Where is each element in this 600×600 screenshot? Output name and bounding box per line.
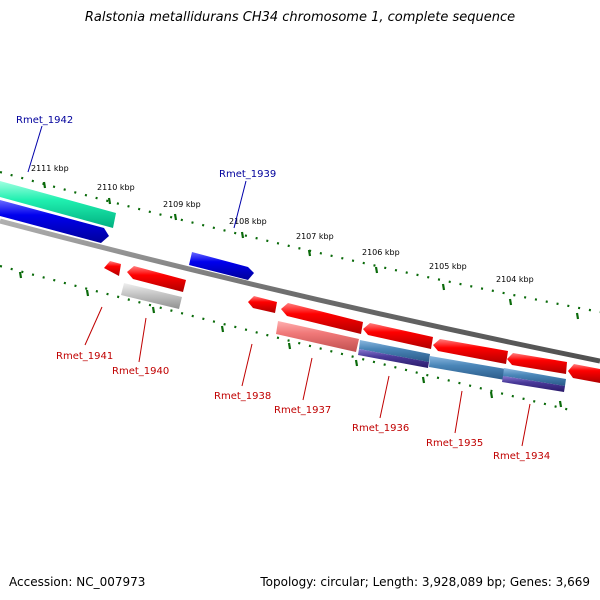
gene-rmet-1942-cds[interactable] [0, 200, 109, 243]
tick-label: 2104 kbp [496, 275, 534, 284]
gene-rmet-1942-teal[interactable] [0, 181, 116, 228]
chromosome-backbone [0, 218, 600, 364]
leader-line [138, 317, 147, 363]
gene-rmet-1941[interactable] [104, 261, 121, 276]
gene-rmet-1937-cds[interactable] [281, 303, 363, 334]
gene-rmet-1933-cds[interactable] [568, 364, 600, 383]
outer-tick-ring [0, 170, 600, 314]
tick-label: 2108 kbp [229, 217, 267, 226]
gene-label-rmet-1936[interactable]: Rmet_1936 [352, 423, 409, 434]
gene-rmet-1934-gene[interactable] [503, 368, 566, 386]
tick-label: 2111 kbp [31, 164, 69, 173]
gene-label-rmet-1938[interactable]: Rmet_1938 [214, 391, 271, 402]
gene-label-rmet-1935[interactable]: Rmet_1935 [426, 438, 483, 449]
gene-label-rmet-1937[interactable]: Rmet_1937 [274, 405, 331, 416]
gene-rmet-1938[interactable] [248, 296, 277, 313]
leader-line [84, 306, 103, 346]
gene-rmet-1940-cds[interactable] [127, 266, 186, 292]
tick-label: 2110 kbp [97, 183, 135, 192]
summary-text: Topology: circular; Length: 3,928,089 bp… [260, 575, 590, 589]
gene-label-rmet-1942[interactable]: Rmet_1942 [16, 115, 73, 126]
tick-label: 2107 kbp [296, 232, 334, 241]
accession-text: Accession: NC_007973 [9, 575, 146, 589]
leader-line [521, 403, 531, 447]
leader-line [379, 375, 390, 419]
gene-label-rmet-1941[interactable]: Rmet_1941 [56, 351, 113, 362]
gene-rmet-1937-gene[interactable] [276, 321, 359, 352]
gene-rmet-1934-cds[interactable] [507, 353, 567, 374]
tick-label: 2109 kbp [163, 200, 201, 209]
gene-label-rmet-1940[interactable]: Rmet_1940 [112, 366, 169, 377]
leader-line [233, 180, 247, 229]
gene-rmet-1936-gene[interactable] [359, 340, 430, 362]
gene-rmet-1935-cds[interactable] [433, 339, 508, 364]
leader-line [241, 343, 253, 387]
gene-rmet-1934-misc[interactable] [502, 376, 565, 392]
gene-rmet-1936-misc[interactable] [358, 349, 429, 368]
gene-rmet-1935-gene[interactable] [429, 356, 506, 380]
tick-label: 2105 kbp [429, 262, 467, 271]
gene-rmet-1939[interactable] [189, 252, 254, 280]
tick-label: 2106 kbp [362, 248, 400, 257]
leader-line [27, 125, 43, 173]
gene-label-rmet-1939[interactable]: Rmet_1939 [219, 169, 276, 180]
gene-rmet-1940-gene[interactable] [121, 283, 182, 309]
gene-rmet-1936-cds[interactable] [363, 323, 433, 349]
leader-line [302, 357, 313, 401]
gene-label-rmet-1934[interactable]: Rmet_1934 [493, 451, 550, 462]
major-ticks [18, 181, 580, 408]
leader-line [454, 390, 463, 434]
map-title: Ralstonia metallidurans CH34 chromosome … [84, 10, 516, 25]
